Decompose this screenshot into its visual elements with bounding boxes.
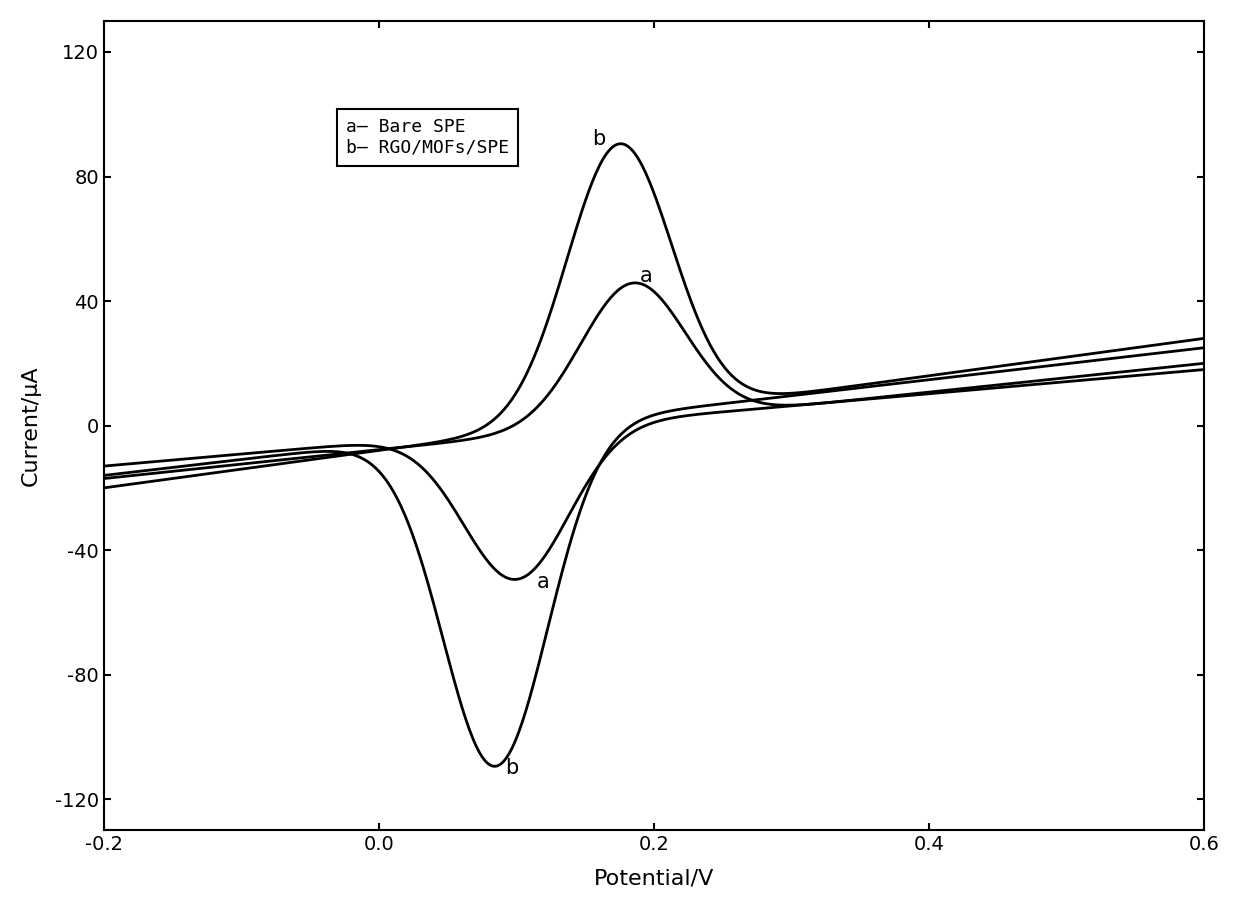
Text: b: b (505, 758, 518, 778)
Text: a: a (640, 266, 652, 286)
Y-axis label: Current/μA: Current/μA (21, 365, 41, 486)
Text: a: a (537, 572, 549, 592)
X-axis label: Potential/V: Potential/V (594, 868, 714, 888)
Text: b: b (591, 129, 605, 149)
Text: a– Bare SPE
b– RGO/MOFs/SPE: a– Bare SPE b– RGO/MOFs/SPE (346, 118, 508, 156)
